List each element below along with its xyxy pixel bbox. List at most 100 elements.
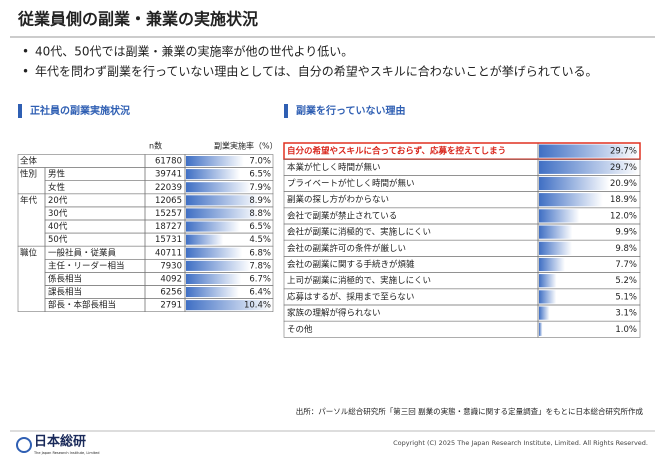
- count: 15257: [155, 209, 182, 219]
- row-label: 会社で副業が禁止されている: [287, 210, 397, 221]
- bar: [186, 287, 239, 298]
- logo-sub: The Japan Research Institute, Limited: [33, 451, 99, 455]
- row-label: 会社の副業許可の条件が厳しい: [287, 243, 406, 254]
- rate: 6.5%: [249, 222, 271, 232]
- rate: 9.9%: [615, 228, 637, 238]
- bar: [539, 176, 610, 191]
- rate: 1.0%: [615, 325, 637, 335]
- bar: [539, 274, 557, 288]
- rate: 6.8%: [249, 248, 271, 258]
- row-label: 部長・本部長相当: [48, 300, 116, 311]
- rate: 3.1%: [615, 309, 637, 319]
- rate: 7.8%: [249, 261, 271, 271]
- row-label: 自分の希望やスキルに合っておらず、応募を控えてしまう: [287, 146, 506, 157]
- count: 61780: [155, 157, 182, 167]
- rate: 6.4%: [249, 288, 271, 298]
- logo: 日本総研: [34, 434, 86, 450]
- row-label: 副業の探し方がわからない: [287, 194, 389, 205]
- row-label: その他: [287, 324, 313, 335]
- bar: [539, 322, 543, 336]
- row-label: 課長相当: [48, 287, 82, 298]
- rate: 10.4%: [244, 301, 271, 311]
- column-header: 副業実施率（%）: [214, 141, 278, 151]
- bar: [186, 195, 260, 206]
- count: 6256: [160, 288, 182, 298]
- row-label: 家族の理解が得られない: [287, 308, 381, 319]
- bar: [186, 221, 240, 232]
- count: 4092: [160, 274, 182, 284]
- bar: [539, 144, 639, 158]
- bullet-dot: •: [22, 45, 29, 59]
- count: 18727: [155, 222, 182, 232]
- row-label: 女性: [48, 182, 66, 193]
- bullet: 年代を問わず副業を行っていない理由としては、自分の希望やスキルに合わないことが挙…: [35, 64, 597, 79]
- bar: [186, 156, 244, 167]
- row-label: 一般社員・従業員: [48, 247, 117, 258]
- row-label: 主任・リーダー相当: [48, 260, 125, 271]
- rate: 20.9%: [610, 179, 637, 189]
- rate: 7.9%: [249, 183, 271, 193]
- group-label: 職位: [20, 247, 38, 258]
- rate: 9.8%: [615, 244, 637, 254]
- column-header: n数: [149, 141, 162, 151]
- bar: [186, 169, 240, 180]
- group-label: 年代: [20, 195, 38, 206]
- bar: [186, 273, 242, 284]
- bullet-dot: •: [22, 65, 29, 79]
- section-title: 副業を行っていない理由: [296, 104, 406, 117]
- count: 40711: [155, 248, 182, 258]
- count: 39741: [155, 170, 182, 180]
- count: 12065: [155, 196, 182, 206]
- rate: 7.7%: [615, 260, 637, 270]
- source: 出所：パーソル総合研究所「第三回 副業の実態・意識に関する定量調査」をもとに日本…: [296, 406, 644, 416]
- row-label: プライベートが忙しく時間が無い: [287, 178, 415, 189]
- row-label: 会社の副業に関する手続きが煩雑: [287, 259, 415, 270]
- group-label: 全体: [20, 156, 38, 167]
- rate: 6.7%: [249, 274, 271, 284]
- rate: 29.7%: [610, 163, 637, 173]
- rate: 8.9%: [249, 196, 271, 206]
- copyright: Copyright (C) 2025 The Japan Research In…: [393, 439, 648, 447]
- row-label: 係長相当: [48, 273, 82, 284]
- row-label: 本業が忙しく時間が無い: [287, 162, 381, 173]
- bar: [186, 300, 272, 311]
- count: 22039: [155, 183, 182, 193]
- bullet: 40代、50代では副業・兼業の実施率が他の世代より低い。: [35, 44, 353, 59]
- count: 15731: [155, 235, 182, 245]
- row-label: 上司が副業に消極的で、実施しにくい: [287, 275, 431, 286]
- rate: 4.5%: [249, 235, 271, 245]
- section-marker: [18, 104, 22, 118]
- section-title: 正社員の副業実施状況: [30, 104, 130, 117]
- rate: 7.0%: [249, 157, 271, 167]
- row-label: 応募はするが、採用まで至らない: [287, 291, 414, 302]
- bar: [539, 225, 573, 239]
- bar: [539, 160, 639, 174]
- bar: [539, 209, 580, 223]
- row-label: 40代: [48, 221, 68, 232]
- logo-mark: [16, 437, 32, 453]
- bar: [539, 306, 550, 320]
- count: 7930: [160, 261, 182, 271]
- cell: [184, 298, 274, 313]
- group-label: 性別: [20, 169, 37, 180]
- rate: 8.8%: [249, 209, 271, 219]
- row-label: 会社が副業に消極的で、実施しにくい: [287, 227, 431, 238]
- rate: 18.9%: [610, 195, 637, 205]
- rate: 6.5%: [249, 170, 271, 180]
- row-label: 50代: [48, 234, 68, 245]
- bar: [186, 208, 259, 219]
- count: 2791: [160, 301, 182, 311]
- title: 従業員側の副業・兼業の実施状況: [17, 10, 258, 29]
- bar: [186, 182, 252, 193]
- rate: 12.0%: [610, 211, 637, 221]
- row-label: 30代: [48, 208, 68, 219]
- cell: [17, 154, 146, 168]
- rate: 5.2%: [615, 276, 637, 286]
- bar: [539, 257, 565, 272]
- rate: 29.7%: [610, 147, 637, 157]
- cell: [283, 320, 539, 338]
- cell: [537, 320, 641, 338]
- bar: [539, 193, 603, 207]
- bar: [539, 290, 557, 304]
